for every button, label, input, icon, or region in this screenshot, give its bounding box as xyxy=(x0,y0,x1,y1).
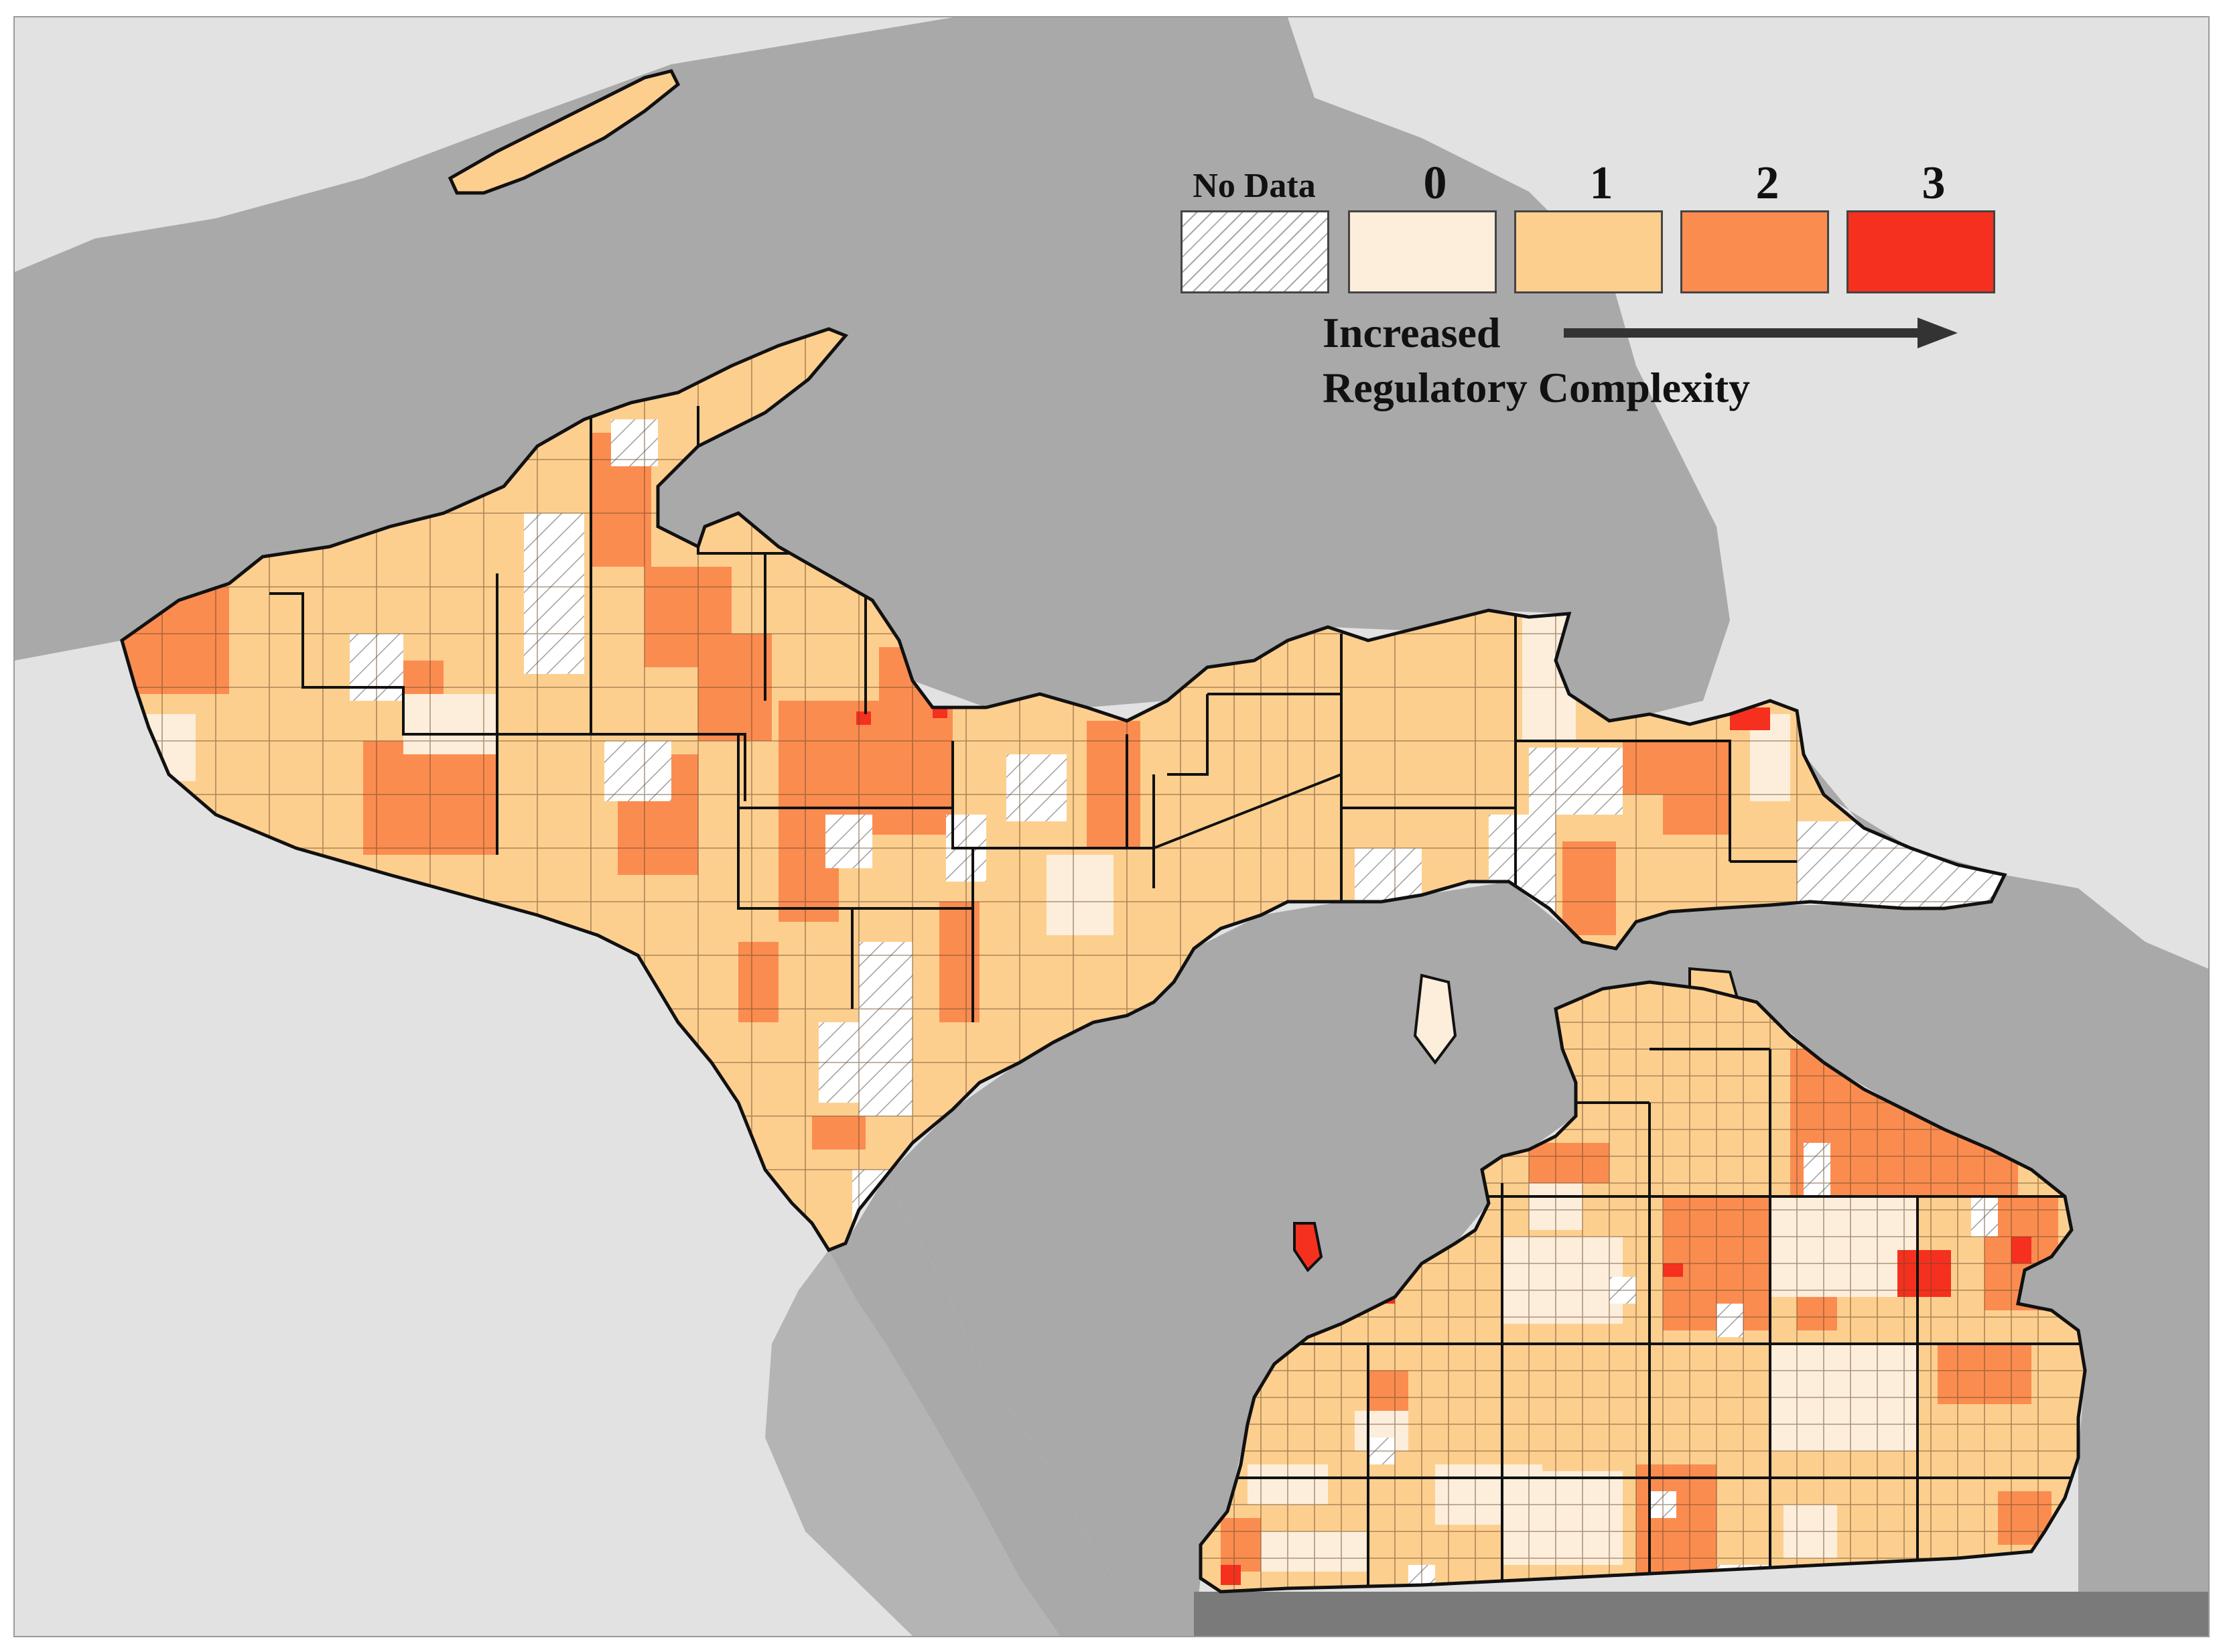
legend-swatch-3 xyxy=(1846,210,1995,293)
lake-huron xyxy=(886,620,2208,1636)
lake-michigan xyxy=(829,1176,1154,1636)
legend-label-no-data: No Data xyxy=(1193,167,1316,205)
island-beaver xyxy=(1293,1222,1323,1273)
legend-caption-line1: Increased xyxy=(1323,309,1501,356)
map-frame: No Data 0 1 2 3 Increased Regulatory Com… xyxy=(13,16,2210,1637)
legend-swatch-no-data xyxy=(1181,210,1329,293)
indiana-ohio-region xyxy=(1194,1592,2208,1636)
lake-superior xyxy=(15,17,1730,721)
legend-label-2: 2 xyxy=(1755,157,1779,209)
michigan-regulatory-map xyxy=(15,17,2208,1636)
legend-label-1: 1 xyxy=(1589,157,1613,209)
legend-arrow xyxy=(1564,318,1958,348)
legend-swatch-1 xyxy=(1514,210,1663,293)
legend-label-0: 0 xyxy=(1423,157,1447,209)
legend-swatch-0 xyxy=(1348,210,1497,293)
island-bois-blanc xyxy=(1413,973,1457,1065)
legend-label-3: 3 xyxy=(1922,157,1946,209)
lake-michigan-west xyxy=(765,1250,1060,1636)
isle-royale xyxy=(448,69,681,195)
legend-caption-line2: Regulatory Complexity xyxy=(1323,364,1751,411)
legend-swatch-2 xyxy=(1680,210,1829,293)
